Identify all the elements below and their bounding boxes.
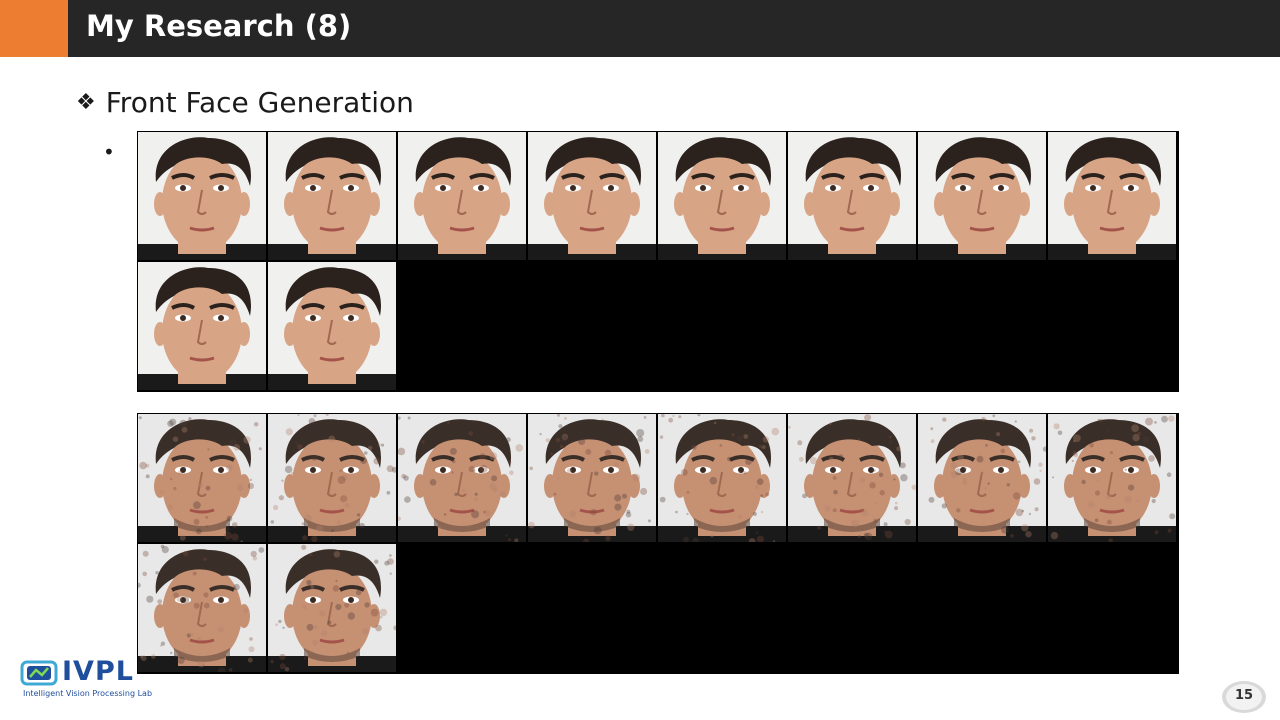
face-thumbnail (268, 262, 396, 390)
bullet-point: • (103, 140, 115, 164)
title-bar: My Research (8) (0, 0, 1280, 57)
diamond-bullet-icon: ❖ (76, 90, 96, 115)
face-thumbnail (268, 414, 396, 542)
lab-logo-icon (20, 660, 58, 686)
section-heading: ❖ Front Face Generation (76, 86, 414, 119)
section-heading-text: Front Face Generation (105, 86, 414, 119)
page-badge-shape (1222, 681, 1266, 713)
face-thumbnail (528, 414, 656, 542)
slide-title: My Research (8) (86, 9, 352, 43)
face-thumbnail (788, 414, 916, 542)
face-thumbnail (658, 132, 786, 260)
face-thumbnail (528, 132, 656, 260)
face-thumbnail (918, 132, 1046, 260)
face-thumbnail (138, 414, 266, 542)
face-thumbnail (658, 414, 786, 542)
logo-text: IVPL (62, 656, 134, 687)
face-thumbnail (788, 132, 916, 260)
face-thumbnail (268, 132, 396, 260)
face-thumbnail (138, 544, 266, 672)
page-number: 15 (1234, 688, 1254, 703)
page-number-badge: 15 (1220, 679, 1268, 715)
face-thumbnail (1048, 132, 1176, 260)
face-thumbnail (1048, 414, 1176, 542)
generated-face-grid (137, 413, 1179, 674)
face-thumbnail (918, 414, 1046, 542)
face-thumbnail (398, 132, 526, 260)
face-thumbnail (398, 414, 526, 542)
title-accent-block (0, 0, 68, 57)
face-thumbnail (138, 132, 266, 260)
logo-subtitle: Intelligent Vision Processing Lab (23, 689, 153, 698)
ivpl-logo: IVPL Intelligent Vision Processing Lab (20, 656, 153, 704)
face-thumbnail (138, 262, 266, 390)
face-thumbnail (268, 544, 396, 672)
ground-truth-face-grid (137, 131, 1179, 392)
